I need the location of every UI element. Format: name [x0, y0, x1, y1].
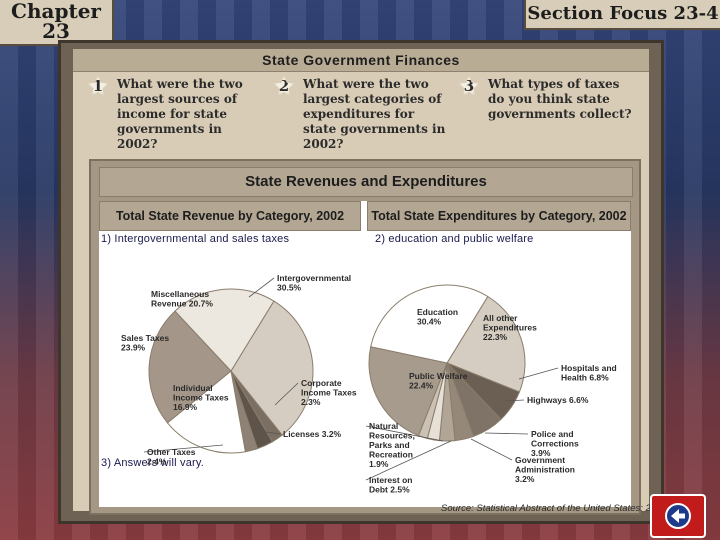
content-panel-inner: State Government Finances 1 What were th… — [73, 49, 651, 515]
answer-3: 3) Answers will vary. — [101, 457, 205, 469]
revenue-chart-title: Total State Revenue by Category, 2002 — [115, 209, 345, 223]
pie-0-label-4: Individual Income Taxes 16.9% — [173, 383, 229, 412]
question-text-3: What types of taxes do you think state g… — [488, 77, 632, 121]
chapter-number: 23 — [42, 19, 70, 43]
pie-charts: Intergovernmental 30.5% Corporate Income Ta… — [121, 273, 617, 495]
pie-0-slice-5 — [148, 310, 232, 424]
chapter-label: Chapter — [11, 0, 101, 23]
pie-1-label-7: Public Welfare 22.4% — [409, 371, 468, 391]
pie-1-label-8: Education 30.4% — [417, 307, 458, 327]
pie-0-leader-3 — [143, 444, 224, 453]
pie-1-leader-6 — [365, 425, 444, 442]
content-panel: State Government Finances 1 What were th… — [58, 40, 664, 524]
pie-1-slice-0 — [446, 295, 526, 393]
pie-0-label-1: Corporate Income Taxes 2.3% — [301, 378, 357, 407]
answer-1: 1) Intergovernmental and sales taxes — [101, 233, 290, 245]
section-tab: Section Focus 23-4 — [524, 0, 720, 30]
expenditure-chart-title-bar: Total State Expenditures by Category, 20… — [367, 201, 631, 231]
question-1: 1 What were the two largest sources of i… — [87, 75, 263, 152]
pie-0-slice-6 — [174, 288, 275, 372]
pie-0-label-5: Sales Taxes 23.9% — [121, 333, 169, 353]
pie-1-label-3: Police and Corrections 3.9% — [531, 429, 579, 458]
question-number-3: 3 — [458, 75, 480, 97]
pie-0-label-6: Miscellaneous Revenue 20.7% — [151, 289, 213, 309]
question-text-1: What were the two largest sources of inc… — [117, 77, 243, 151]
panel-banner: State Government Finances — [73, 49, 649, 72]
pie-1-leader-5 — [365, 440, 452, 481]
pie-1-leader-4 — [470, 438, 513, 461]
pie-1-label-0: All other Expenditures 22.3% — [483, 313, 537, 342]
revenue-chart-title-bar: Total State Revenue by Category, 2002 — [99, 201, 361, 231]
pie-1-leader-2 — [504, 399, 525, 402]
pie-1-label-2: Highways 6.6% — [527, 395, 589, 405]
pie-0-slice-4 — [166, 370, 246, 454]
pie-0-label-3: Other Taxes 2.4% — [147, 447, 196, 467]
pie-1-label-1: Hospitals and Health 6.8% — [561, 363, 617, 383]
chapter-tab: Chapter 23 — [0, 0, 114, 46]
question-2: 2 What were the two largest categories o… — [273, 75, 449, 152]
pie-0-leader-0 — [248, 277, 275, 298]
figure-title-bar: State Revenues and Expenditures — [99, 167, 633, 197]
question-text-2: What were the two largest categories of … — [303, 77, 446, 151]
pie-0-leader-2 — [258, 430, 281, 435]
pie-1-label-6: Natural Resources, Parks and Recreation 1.9% — [369, 421, 415, 469]
pie-1-slice-7 — [368, 346, 448, 437]
pie-0-slice-0 — [230, 300, 314, 436]
pie-1-label-5: Interest on Debt 2.5% — [369, 475, 412, 495]
pie-1-leader-1 — [518, 367, 559, 380]
chart-area: Total State Revenue by Category, 2002 To… — [99, 201, 631, 507]
question-3: 3 What types of taxes do you think state… — [458, 75, 634, 122]
figure-title: State Revenues and Expenditures — [245, 173, 487, 190]
pie-0-leader-1 — [274, 382, 299, 406]
answer-2: 2) education and public welfare — [375, 233, 534, 245]
panel-banner-title: State Government Finances — [262, 52, 460, 68]
pie-0-label-2: Licenses 3.2% — [283, 429, 342, 439]
section-label: Section Focus 23-4 — [527, 3, 719, 24]
pie-1-leader-3 — [484, 432, 529, 435]
question-number-1: 1 — [87, 75, 109, 97]
expenditure-chart-title: Total State Expenditures by Category, 20… — [371, 209, 627, 223]
back-arrow-icon[interactable] — [665, 503, 691, 529]
pie-0-label-0: Intergovernmental 30.5% — [277, 273, 351, 293]
chart-figure: State Revenues and Expenditures Total St… — [89, 159, 651, 515]
pie-1-slice-8 — [370, 284, 489, 364]
back-button[interactable] — [650, 494, 706, 538]
pie-1-label-4: Government Administration 3.2% — [515, 455, 575, 484]
chart-source: Source: Statistical Abstract of the Unit… — [441, 503, 651, 514]
question-number-2: 2 — [273, 75, 295, 97]
